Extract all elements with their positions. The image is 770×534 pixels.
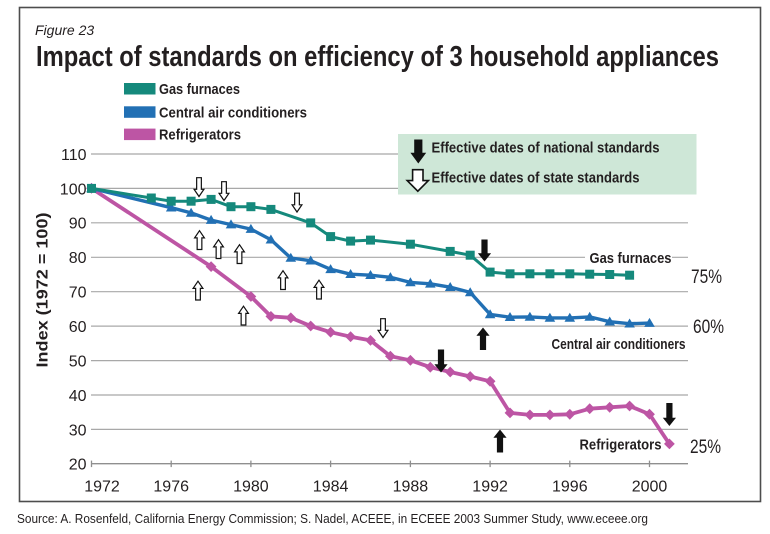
svg-text:Refrigerators: Refrigerators bbox=[159, 127, 241, 144]
svg-text:110: 110 bbox=[61, 147, 87, 164]
svg-text:Impact of standards on efficie: Impact of standards on efficiency of 3 h… bbox=[36, 41, 719, 73]
svg-text:Gas furnaces: Gas furnaces bbox=[159, 81, 240, 98]
svg-text:100: 100 bbox=[60, 181, 87, 198]
svg-text:Source: A. Rosenfeld, Californ: Source: A. Rosenfeld, California Energy … bbox=[17, 511, 648, 526]
svg-text:90: 90 bbox=[69, 216, 87, 233]
svg-text:1992: 1992 bbox=[472, 479, 508, 496]
svg-text:Effective dates of state stand: Effective dates of state standards bbox=[432, 170, 640, 187]
svg-text:2000: 2000 bbox=[632, 479, 668, 496]
svg-text:75%: 75% bbox=[691, 267, 722, 288]
svg-text:Index (1972 = 100): Index (1972 = 100) bbox=[34, 213, 51, 368]
svg-text:30: 30 bbox=[69, 422, 87, 439]
svg-text:70: 70 bbox=[69, 285, 87, 302]
svg-text:1988: 1988 bbox=[393, 479, 429, 496]
svg-text:25%: 25% bbox=[690, 437, 721, 458]
svg-text:1976: 1976 bbox=[153, 479, 189, 496]
svg-text:60%: 60% bbox=[693, 317, 724, 338]
svg-text:1972: 1972 bbox=[84, 479, 120, 496]
svg-text:Figure 23: Figure 23 bbox=[35, 22, 94, 38]
svg-text:50: 50 bbox=[69, 354, 87, 371]
svg-text:Gas furnaces: Gas furnaces bbox=[590, 250, 672, 267]
svg-text:1996: 1996 bbox=[552, 479, 588, 496]
svg-text:40: 40 bbox=[69, 388, 87, 405]
svg-text:60: 60 bbox=[69, 319, 87, 336]
svg-text:Effective dates of national st: Effective dates of national standards bbox=[432, 140, 660, 157]
svg-text:Central air conditioners: Central air conditioners bbox=[159, 104, 307, 121]
svg-text:20: 20 bbox=[69, 457, 87, 474]
svg-text:Central air conditioners: Central air conditioners bbox=[552, 336, 686, 353]
svg-text:Refrigerators: Refrigerators bbox=[580, 437, 662, 454]
svg-text:1984: 1984 bbox=[313, 479, 349, 496]
svg-text:80: 80 bbox=[69, 250, 87, 267]
svg-text:1980: 1980 bbox=[233, 479, 269, 496]
